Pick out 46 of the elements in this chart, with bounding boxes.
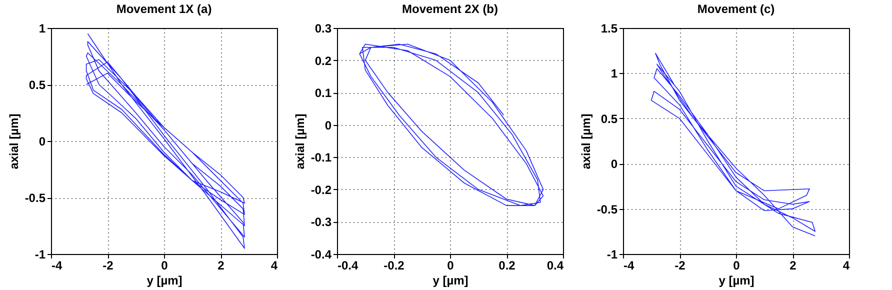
x-tick-label: 0.2 xyxy=(498,258,516,272)
x-tick-label: 4 xyxy=(270,258,278,272)
line-series xyxy=(359,44,544,206)
y-tick-label: -0.2 xyxy=(310,182,332,197)
line-series xyxy=(650,52,816,236)
y-tick-label: 0 xyxy=(324,118,332,132)
y-tick-label: 0 xyxy=(610,157,618,172)
y-tick-label: -0.5 xyxy=(596,202,618,216)
y-tick-label: -0.3 xyxy=(310,215,332,230)
x-axis-title: y [µm] xyxy=(432,274,468,288)
x-tick-label: 0 xyxy=(161,258,168,272)
y-tick-label: -1 xyxy=(34,248,46,262)
y-tick-label: 0 xyxy=(38,134,46,148)
y-tick-label: -1 xyxy=(606,248,618,262)
y-axis-title: axial [µm] xyxy=(292,114,307,170)
x-tick-label: -0.2 xyxy=(384,258,405,272)
line-series xyxy=(86,33,245,249)
x-tick-label: -0.4 xyxy=(338,258,359,272)
y-tick-label: 0.1 xyxy=(314,86,332,100)
y-tick-label: 0.5 xyxy=(28,78,46,92)
chart-title: Movement (c) xyxy=(697,2,775,16)
x-tick-label: -2 xyxy=(102,258,114,272)
y-tick-label: 0.5 xyxy=(600,112,618,126)
y-tick-label: 0.3 xyxy=(314,22,332,36)
x-tick-label: -4 xyxy=(624,258,634,272)
x-tick-label: 4 xyxy=(842,258,850,272)
chart-title: Movement 2X (b) xyxy=(402,2,498,16)
y-tick-label: 1 xyxy=(610,66,618,81)
y-axis-title: axial [µm] xyxy=(578,114,593,170)
y-tick-label: -0.4 xyxy=(310,248,332,262)
y-tick-label: -0.1 xyxy=(310,150,332,165)
x-tick-label: 2 xyxy=(790,258,797,272)
y-tick-label: 1.5 xyxy=(600,22,618,36)
x-axis-title: y [µm] xyxy=(146,274,182,288)
x-tick-label: -2 xyxy=(674,258,686,272)
y-tick-label: 1 xyxy=(38,22,46,36)
x-tick-label: 0.4 xyxy=(546,258,564,272)
x-tick-label: 2 xyxy=(218,258,225,272)
x-tick-label: -4 xyxy=(52,258,62,272)
x-axis-title: y [µm] xyxy=(718,274,754,288)
x-tick-label: 0 xyxy=(733,258,740,272)
y-tick-label: 0.2 xyxy=(314,54,332,68)
x-tick-label: 0 xyxy=(447,258,454,272)
chart-title: Movement 1X (a) xyxy=(116,2,212,16)
y-axis-title: axial [µm] xyxy=(6,114,21,170)
y-tick-label: -0.5 xyxy=(24,191,46,205)
